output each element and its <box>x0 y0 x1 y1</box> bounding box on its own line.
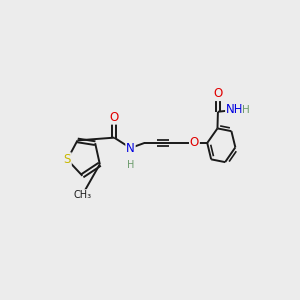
Text: H: H <box>127 160 134 170</box>
Text: O: O <box>190 136 199 149</box>
Text: CH₃: CH₃ <box>73 190 92 200</box>
Text: H: H <box>242 105 250 115</box>
Text: O: O <box>110 111 119 124</box>
Text: O: O <box>213 87 223 100</box>
Text: NH: NH <box>226 103 243 116</box>
Text: N: N <box>126 142 135 154</box>
Text: S: S <box>64 153 71 166</box>
